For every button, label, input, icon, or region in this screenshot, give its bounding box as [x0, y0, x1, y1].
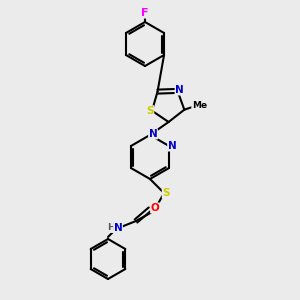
Text: Me: Me [192, 101, 207, 110]
Text: F: F [141, 8, 149, 18]
Text: S: S [146, 106, 154, 116]
Text: S: S [162, 188, 170, 198]
Text: N: N [168, 141, 176, 151]
Text: H: H [107, 224, 115, 232]
Text: N: N [148, 129, 158, 139]
Text: N: N [175, 85, 184, 95]
Text: O: O [151, 203, 159, 213]
Text: N: N [114, 223, 122, 233]
